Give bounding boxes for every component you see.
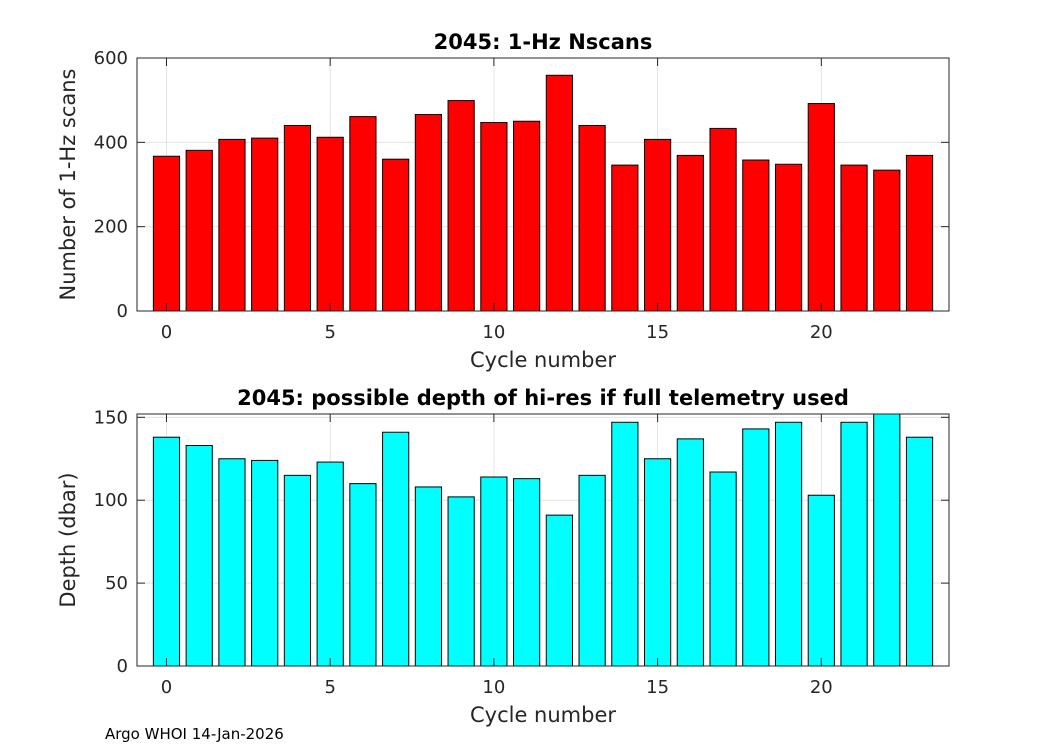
bar	[349, 116, 377, 312]
bar	[807, 494, 835, 667]
bar	[873, 169, 901, 312]
y-tick-label: 600	[94, 48, 128, 69]
bar	[414, 486, 443, 667]
bar	[316, 461, 344, 667]
bar	[185, 445, 213, 667]
x-tick-label: 15	[646, 322, 669, 343]
bar	[905, 436, 934, 667]
bar	[283, 124, 312, 312]
y-tick-label: 400	[94, 132, 128, 153]
bar	[873, 413, 901, 667]
bar	[709, 471, 737, 667]
bar	[382, 158, 410, 312]
x-tick-label: 0	[161, 677, 172, 698]
x-axis-label: Cycle number	[470, 348, 616, 372]
bar	[545, 514, 573, 667]
bar	[840, 421, 868, 667]
bar	[905, 154, 934, 312]
y-tick-label: 0	[117, 301, 128, 322]
bar	[545, 74, 573, 312]
bar	[447, 100, 475, 312]
bar	[611, 421, 639, 667]
x-tick-label: 20	[810, 322, 833, 343]
x-tick-label: 5	[324, 322, 335, 343]
bar	[611, 164, 639, 312]
bar	[644, 458, 672, 667]
bar	[218, 458, 246, 667]
footer-credit: Argo WHOI 14-Jan-2026	[105, 725, 284, 743]
bar	[382, 431, 410, 667]
x-tick-label: 10	[482, 322, 505, 343]
bar	[316, 136, 344, 312]
x-axis-label: Cycle number	[470, 703, 616, 727]
x-tick-label: 15	[646, 677, 669, 698]
bar	[513, 478, 541, 667]
x-tick-label: 20	[810, 677, 833, 698]
y-axis-label: Number of 1-Hz scans	[56, 69, 80, 301]
x-tick-label: 0	[161, 322, 172, 343]
bar	[807, 103, 835, 312]
y-tick-label: 0	[117, 656, 128, 677]
bar	[152, 155, 181, 312]
bar	[480, 122, 508, 312]
axes-box	[136, 57, 950, 312]
axes-box	[136, 413, 950, 667]
chart-title: 2045: possible depth of hi-res if full t…	[237, 386, 849, 410]
y-tick-label: 50	[105, 573, 128, 594]
y-tick-label: 150	[94, 407, 128, 428]
bar	[283, 474, 312, 667]
bar	[774, 421, 803, 667]
chart-2: 0 5 10 15 20 0 50 100 150 2045: possible depth of…	[56, 386, 950, 727]
x-tick-label: 5	[324, 677, 335, 698]
bar	[644, 138, 672, 312]
chart-title: 2045: 1-Hz Nscans	[434, 30, 653, 54]
bar	[513, 120, 541, 312]
bar	[578, 124, 606, 312]
bar	[185, 149, 213, 312]
y-axis-label: Depth (dbar)	[56, 472, 80, 607]
bar	[742, 428, 770, 667]
bar	[709, 127, 737, 312]
bar	[152, 436, 181, 667]
bar	[218, 138, 246, 312]
bar	[676, 154, 704, 312]
bar	[774, 163, 803, 312]
bar	[447, 496, 475, 667]
bar	[251, 137, 279, 312]
bar	[349, 483, 377, 667]
bar	[676, 438, 704, 667]
x-tick-label: 10	[482, 677, 505, 698]
bar	[251, 459, 279, 667]
y-tick-label: 100	[94, 490, 128, 511]
bar	[578, 474, 606, 667]
bar	[480, 476, 508, 667]
bar	[414, 114, 443, 312]
bar	[840, 164, 868, 312]
y-tick-label: 200	[94, 217, 128, 238]
bar	[742, 159, 770, 312]
